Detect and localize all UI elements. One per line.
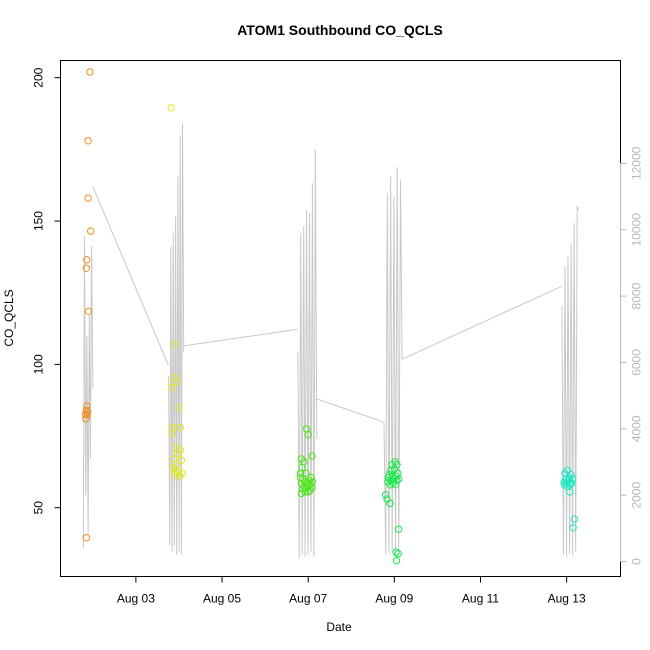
y-axis: 50 100 150 200: [32, 67, 61, 514]
secondary-connector-2: [183, 328, 298, 347]
data-point: [297, 489, 305, 498]
y2-tick-label: 0: [630, 558, 644, 565]
secondary-burst-5: [561, 206, 580, 557]
data-point: [175, 403, 183, 412]
secondary-burst-3: [297, 150, 318, 559]
data-point: [570, 515, 579, 523]
chart-title: ATOM1 Southbound CO_QCLS: [237, 22, 443, 38]
data-point: [392, 557, 401, 565]
data-point: [168, 429, 177, 437]
data-point: [83, 256, 91, 264]
data-point: [87, 227, 95, 235]
x-tick-label: Aug 13: [548, 592, 586, 606]
data-point: [391, 481, 400, 489]
data-point: [168, 423, 177, 432]
data-point: [171, 471, 179, 479]
data-point: [308, 452, 316, 460]
data-point: [177, 456, 186, 465]
secondary-y-axis: 0 2000 4000 6000 8000 10000 12000: [620, 146, 644, 565]
y-axis-label: CO_QCLS: [2, 289, 16, 346]
data-point: [83, 402, 91, 410]
secondary-connector-3: [316, 398, 385, 423]
data-point: [82, 406, 91, 414]
y-tick-label: 150: [32, 211, 46, 231]
y-tick-label: 200: [32, 67, 46, 87]
data-point: [395, 475, 403, 483]
y2-tick-label: 10000: [630, 213, 644, 247]
y-tick-label: 50: [32, 501, 46, 515]
series-1: [81, 68, 95, 542]
data-point: [304, 482, 313, 490]
x-tick-label: Aug 07: [289, 592, 327, 606]
data-point: [395, 525, 403, 533]
data-point: [82, 415, 90, 423]
series-3: [296, 425, 317, 498]
data-point: [566, 488, 574, 496]
data-point: [394, 549, 402, 558]
data-point: [167, 383, 176, 391]
data-point: [82, 534, 91, 542]
data-point: [84, 137, 92, 145]
data-point: [176, 472, 184, 480]
data-point: [172, 377, 181, 386]
points-layer: [81, 68, 579, 565]
data-point: [392, 548, 400, 556]
secondary-series-layer: [82, 123, 580, 559]
x-tick-label: Aug 03: [117, 592, 155, 606]
data-point: [171, 340, 179, 348]
data-point: [304, 430, 312, 439]
data-point: [304, 488, 312, 496]
data-point: [170, 455, 178, 463]
x-tick-label: Aug 11: [462, 592, 499, 606]
x-tick-label: Aug 09: [375, 592, 413, 606]
data-point: [563, 479, 571, 487]
y2-tick-label: 4000: [630, 415, 644, 442]
series-2: [167, 104, 187, 480]
secondary-burst-4: [383, 166, 403, 555]
data-point: [306, 486, 314, 495]
data-point: [83, 410, 91, 419]
x-axis: Aug 03 Aug 05 Aug 07 Aug 09 Aug 11 Aug 13: [117, 576, 586, 606]
data-point: [386, 499, 394, 508]
secondary-burst-2: [168, 123, 185, 555]
data-point: [167, 104, 175, 112]
y2-tick-label: 2000: [630, 482, 644, 509]
data-point: [301, 488, 309, 496]
secondary-connector-1: [92, 186, 170, 366]
x-tick-label: Aug 05: [203, 592, 241, 606]
data-point: [86, 68, 94, 76]
data-point: [569, 524, 577, 532]
x-axis-label: Date: [326, 620, 352, 634]
y2-tick-label: 6000: [630, 349, 644, 376]
plot-frame: [60, 60, 621, 577]
data-point: [382, 491, 390, 499]
data-point: [84, 307, 93, 315]
data-point: [302, 469, 310, 477]
series-4: [382, 458, 403, 565]
data-point: [174, 449, 182, 457]
secondary-burst-1: [82, 236, 94, 549]
series-5: [560, 466, 579, 532]
data-point: [84, 194, 92, 202]
data-point: [386, 481, 394, 489]
y2-tick-label: 8000: [630, 282, 644, 309]
data-point: [176, 423, 185, 432]
data-point: [82, 264, 91, 272]
y2-tick-label: 12000: [630, 146, 644, 180]
secondary-connector-4: [401, 285, 563, 360]
y-tick-label: 100: [32, 354, 46, 374]
